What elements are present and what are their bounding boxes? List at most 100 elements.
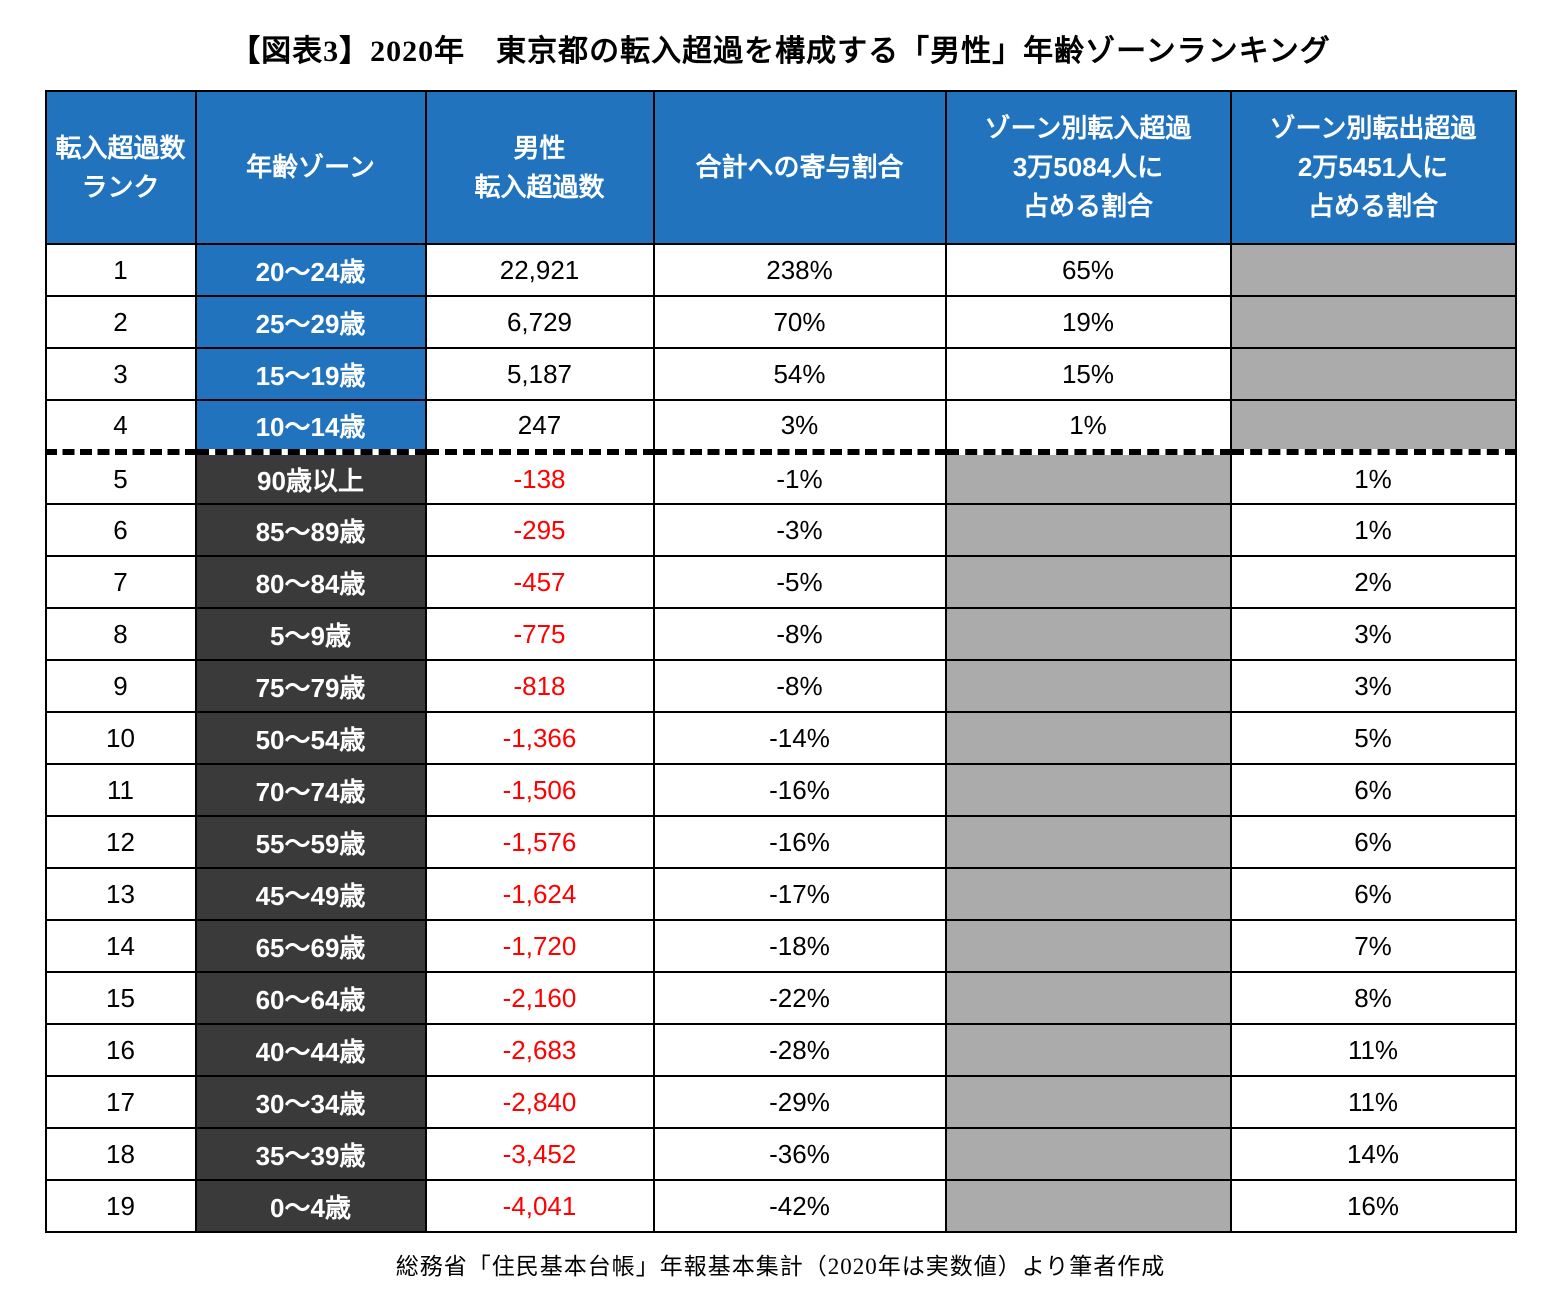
table-row: 1 20〜24歳 22,921 238% 65% <box>44 243 1517 297</box>
contribution-cell: -3% <box>652 503 947 557</box>
contribution-cell: -17% <box>652 867 947 921</box>
age-zone-cell: 10〜14歳 <box>194 399 427 453</box>
outflow-share-cell: 2% <box>1229 555 1517 609</box>
outflow-share-cell: 1% <box>1229 503 1517 557</box>
header-contribution: 合計への寄与割合 <box>652 90 947 245</box>
rank-cell: 5 <box>44 449 197 505</box>
inflow-share-cell <box>944 1075 1232 1129</box>
outflow-share-cell: 11% <box>1229 1075 1517 1129</box>
inflow-share-cell: 1% <box>944 399 1232 453</box>
outflow-share-cell <box>1229 399 1517 453</box>
age-zone-cell: 25〜29歳 <box>194 295 427 349</box>
rank-cell: 7 <box>44 555 197 609</box>
inflow-share-cell <box>944 659 1232 713</box>
outflow-share-cell: 6% <box>1229 867 1517 921</box>
male-net-inflow-cell: -1,720 <box>424 919 655 973</box>
rank-cell: 2 <box>44 295 197 349</box>
inflow-share-cell <box>944 763 1232 817</box>
male-net-inflow-cell: 6,729 <box>424 295 655 349</box>
male-net-inflow-cell: -295 <box>424 503 655 557</box>
table-row: 4 10〜14歳 247 3% 1% <box>44 399 1517 453</box>
rank-cell: 15 <box>44 971 197 1025</box>
age-zone-cell: 0〜4歳 <box>194 1179 427 1233</box>
male-net-inflow-cell: -2,160 <box>424 971 655 1025</box>
rank-cell: 19 <box>44 1179 197 1233</box>
rank-cell: 17 <box>44 1075 197 1129</box>
rank-cell: 18 <box>44 1127 197 1181</box>
inflow-share-cell <box>944 503 1232 557</box>
contribution-cell: -22% <box>652 971 947 1025</box>
inflow-share-cell <box>944 607 1232 661</box>
outflow-share-cell: 3% <box>1229 607 1517 661</box>
outflow-share-cell <box>1229 347 1517 401</box>
age-zone-cell: 55〜59歳 <box>194 815 427 869</box>
age-zone-cell: 45〜49歳 <box>194 867 427 921</box>
male-net-inflow-cell: 22,921 <box>424 243 655 297</box>
outflow-share-cell: 16% <box>1229 1179 1517 1233</box>
outflow-share-cell: 5% <box>1229 711 1517 765</box>
outflow-share-cell: 11% <box>1229 1023 1517 1077</box>
age-zone-cell: 65〜69歳 <box>194 919 427 973</box>
table-row: 9 75〜79歳 -818 -8% 3% <box>44 659 1517 713</box>
male-net-inflow-cell: -1,366 <box>424 711 655 765</box>
male-net-inflow-cell: -2,840 <box>424 1075 655 1129</box>
age-zone-cell: 15〜19歳 <box>194 347 427 401</box>
inflow-share-cell <box>944 1179 1232 1233</box>
contribution-cell: -36% <box>652 1127 947 1181</box>
contribution-cell: -8% <box>652 659 947 713</box>
inflow-share-cell <box>944 555 1232 609</box>
contribution-cell: -8% <box>652 607 947 661</box>
contribution-cell: 70% <box>652 295 947 349</box>
outflow-share-cell: 6% <box>1229 815 1517 869</box>
male-net-inflow-cell: -4,041 <box>424 1179 655 1233</box>
inflow-share-cell <box>944 971 1232 1025</box>
contribution-cell: 238% <box>652 243 947 297</box>
inflow-share-cell <box>944 1023 1232 1077</box>
contribution-cell: 3% <box>652 399 947 453</box>
outflow-share-cell: 6% <box>1229 763 1517 817</box>
table-row: 5 90歳以上 -138 -1% 1% <box>44 449 1517 505</box>
male-net-inflow-cell: -775 <box>424 607 655 661</box>
age-zone-cell: 60〜64歳 <box>194 971 427 1025</box>
rank-cell: 13 <box>44 867 197 921</box>
rank-cell: 11 <box>44 763 197 817</box>
rank-cell: 4 <box>44 399 197 453</box>
age-zone-cell: 50〜54歳 <box>194 711 427 765</box>
contribution-cell: -29% <box>652 1075 947 1129</box>
table-row: 13 45〜49歳 -1,624 -17% 6% <box>44 867 1517 921</box>
male-net-inflow-cell: -138 <box>424 449 655 505</box>
male-net-inflow-cell: -1,506 <box>424 763 655 817</box>
outflow-share-cell: 3% <box>1229 659 1517 713</box>
rank-cell: 9 <box>44 659 197 713</box>
rank-cell: 14 <box>44 919 197 973</box>
outflow-share-cell: 1% <box>1229 449 1517 505</box>
table-row: 14 65〜69歳 -1,720 -18% 7% <box>44 919 1517 973</box>
inflow-share-cell: 15% <box>944 347 1232 401</box>
source-note: 総務省「住民基本台帳」年報基本集計（2020年は実数値）より筆者作成 <box>395 1254 1166 1279</box>
age-zone-cell: 85〜89歳 <box>194 503 427 557</box>
contribution-cell: -5% <box>652 555 947 609</box>
table-header-row: 転入超過数 ランク 年齢ゾーン 男性 転入超過数 合計への寄与割合 ゾーン別転入… <box>44 90 1517 245</box>
inflow-share-cell: 19% <box>944 295 1232 349</box>
outflow-share-cell: 7% <box>1229 919 1517 973</box>
table-row: 2 25〜29歳 6,729 70% 19% <box>44 295 1517 349</box>
inflow-share-cell: 65% <box>944 243 1232 297</box>
male-net-inflow-cell: -818 <box>424 659 655 713</box>
age-zone-cell: 80〜84歳 <box>194 555 427 609</box>
contribution-cell: -28% <box>652 1023 947 1077</box>
contribution-cell: -42% <box>652 1179 947 1233</box>
male-net-inflow-cell: 5,187 <box>424 347 655 401</box>
contribution-cell: 54% <box>652 347 947 401</box>
age-zone-cell: 90歳以上 <box>194 449 427 505</box>
inflow-share-cell <box>944 867 1232 921</box>
rank-cell: 16 <box>44 1023 197 1077</box>
rank-cell: 10 <box>44 711 197 765</box>
figure-title: 【図表3】2020年 東京都の転入超過を構成する「男性」年齢ゾーンランキング <box>230 35 1331 68</box>
header-rank: 転入超過数 ランク <box>44 90 197 245</box>
inflow-share-cell <box>944 919 1232 973</box>
rank-cell: 6 <box>44 503 197 557</box>
outflow-share-cell <box>1229 243 1517 297</box>
age-zone-cell: 5〜9歳 <box>194 607 427 661</box>
male-net-inflow-cell: -1,624 <box>424 867 655 921</box>
table-row: 16 40〜44歳 -2,683 -28% 11% <box>44 1023 1517 1077</box>
